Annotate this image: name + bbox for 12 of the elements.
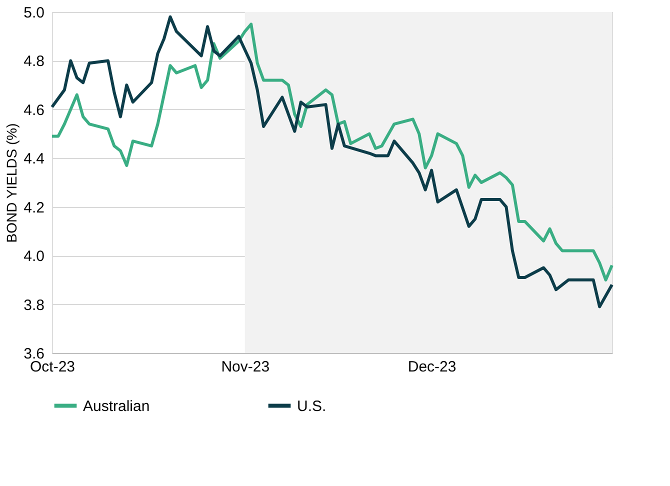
legend-label: Australian (83, 398, 150, 415)
y-tick-label: 5.0 (24, 4, 44, 22)
y-tick-label: 4.2 (24, 199, 44, 216)
y-tick-label: 3.8 (24, 296, 44, 314)
x-tick-label: Dec-23 (408, 358, 456, 376)
y-tick-label: 4.8 (24, 53, 44, 70)
y-axis-title: BOND YIELDS (%) (4, 123, 20, 243)
y-tick-label: 4.6 (24, 102, 44, 119)
x-tick-label: Nov-23 (221, 358, 270, 376)
y-tick-label: 4.0 (24, 248, 44, 266)
y-tick-label: 4.4 (24, 150, 44, 168)
legend-label: U.S. (297, 398, 326, 415)
